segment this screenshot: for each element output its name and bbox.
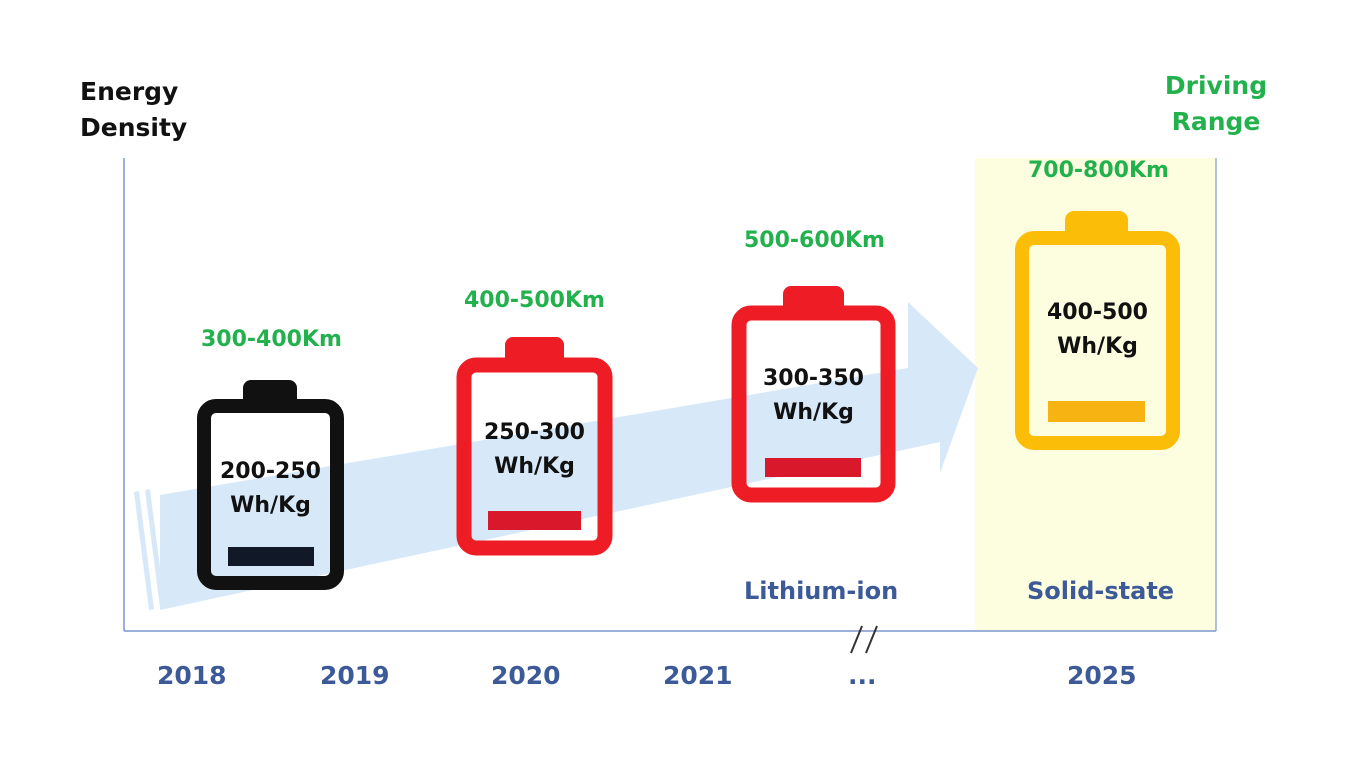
- technology-label-solid-state: Solid-state: [1027, 577, 1175, 605]
- density-value: 200-250: [220, 459, 321, 484]
- year-label: 2020: [491, 661, 561, 690]
- density-value: 250-300: [484, 420, 585, 445]
- density-unit: Wh/Kg: [230, 493, 311, 519]
- right-axis-title: Driving Range: [1164, 68, 1268, 141]
- battery-icon: [731, 286, 896, 503]
- battery-icon: [197, 380, 344, 590]
- year-label: 2021: [663, 661, 733, 690]
- density-unit: Wh/Kg: [773, 400, 854, 426]
- technology-label-lithium-ion: Lithium-ion: [744, 577, 899, 605]
- left-axis-title-line1: Energy: [80, 77, 179, 106]
- range-label: 700-800Km: [1028, 158, 1169, 183]
- range-label: 400-500Km: [464, 288, 605, 313]
- density-unit: Wh/Kg: [1057, 334, 1138, 360]
- year-label: 2018: [157, 661, 227, 690]
- battery-icon: [456, 337, 613, 556]
- density-unit: Wh/Kg: [494, 454, 575, 480]
- density-label: 400-500 Wh/Kg: [1034, 296, 1161, 364]
- year-label: ...: [848, 661, 877, 690]
- right-axis-title-line1: Driving: [1164, 71, 1268, 100]
- right-axis-title-line2: Range: [1171, 107, 1261, 137]
- axis-break-mark: [850, 625, 878, 654]
- battery-icon: [1015, 211, 1180, 450]
- trend-arrow-icon: [134, 302, 978, 610]
- range-label: 300-400Km: [201, 327, 342, 352]
- density-value: 400-500: [1047, 300, 1148, 325]
- range-label: 500-600Km: [744, 228, 885, 253]
- density-value: 300-350: [763, 366, 864, 391]
- left-axis-title-line2: Density: [80, 113, 188, 143]
- left-axis-title: Energy Density: [80, 74, 187, 147]
- year-label: 2025: [1067, 661, 1137, 690]
- density-label: 250-300 Wh/Kg: [472, 416, 597, 484]
- density-label: 200-250 Wh/Kg: [211, 455, 330, 523]
- year-label: 2019: [320, 661, 390, 690]
- density-label: 300-350 Wh/Kg: [750, 362, 877, 430]
